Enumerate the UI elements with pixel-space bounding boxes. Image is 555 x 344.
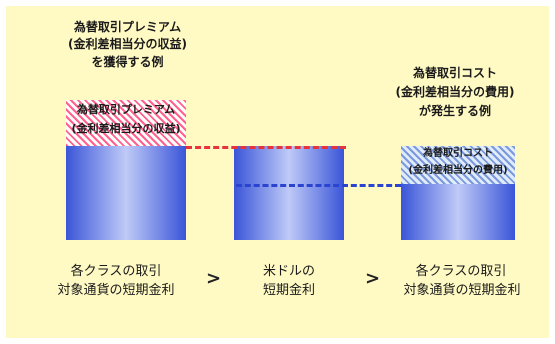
premium-hatched-box xyxy=(66,100,186,146)
premium-level-dash xyxy=(186,146,346,149)
right-axis-label-line2: 対象通貨の短期金利 xyxy=(403,283,521,298)
left-axis-label-line1: 各クラスの取引 xyxy=(70,264,162,279)
cost-title-line2: (金利差相当分の費用) xyxy=(395,85,515,99)
greater-than-sign-2: > xyxy=(365,268,381,289)
middle-axis-label-line2: 短期金利 xyxy=(262,283,315,298)
middle-axis-label-line1: 米ドルの xyxy=(262,264,315,279)
premium-box-line1: 為替取引プレミアム xyxy=(76,103,176,116)
greater-than-sign-1: > xyxy=(206,268,222,289)
cost-hatched-box xyxy=(401,146,515,184)
right-axis-label-line1: 各クラスの取引 xyxy=(415,264,507,279)
cost-box-line2: (金利差相当分の費用) xyxy=(408,165,508,176)
cost-title-line1: 為替取引コスト xyxy=(412,66,497,80)
cost-title-line3: が発生する例 xyxy=(418,104,491,118)
right-rate-bar xyxy=(401,184,515,240)
premium-box-line2: (金利差相当分の収益) xyxy=(71,122,181,135)
left-axis-label-line2: 対象通貨の短期金利 xyxy=(57,283,175,298)
left-rate-bar xyxy=(66,146,186,240)
premium-title-line1: 為替取引プレミアム xyxy=(73,20,182,34)
premium-title-line3: を獲得する例 xyxy=(91,55,164,69)
middle-rate-bar xyxy=(234,146,344,240)
premium-title-line2: (金利差相当分の収益) xyxy=(68,37,187,51)
cost-box-line1: 為替取引コスト xyxy=(423,148,493,159)
cost-level-dash xyxy=(236,184,401,187)
